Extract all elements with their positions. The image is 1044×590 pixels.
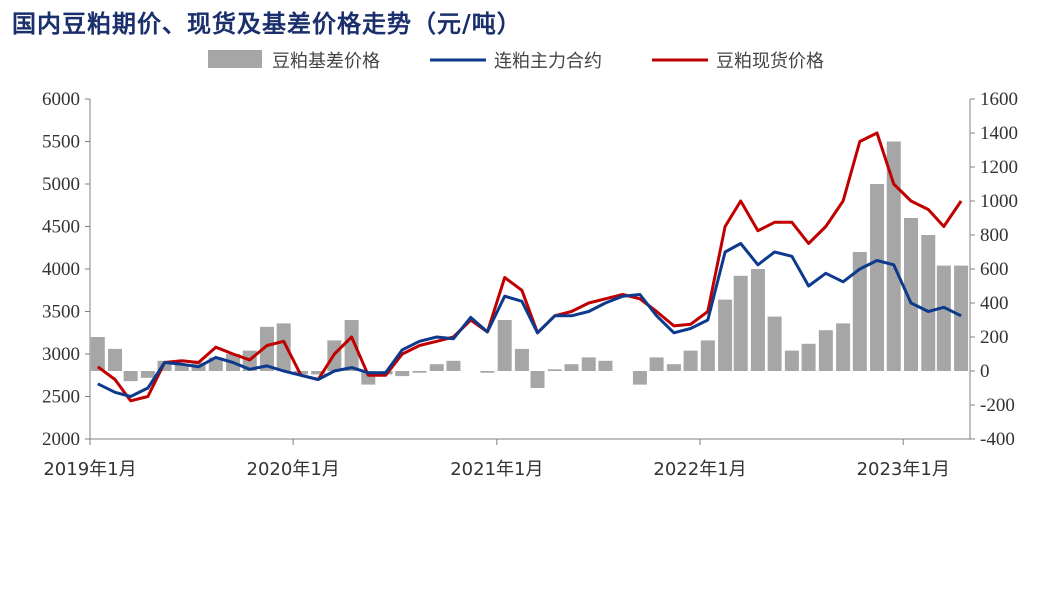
basis-bar bbox=[632, 371, 647, 385]
legend-label: 豆粕基差价格 bbox=[272, 51, 380, 72]
basis-bar bbox=[886, 141, 901, 371]
basis-bar bbox=[683, 350, 698, 371]
basis-bar bbox=[954, 265, 969, 371]
axes: 200025003000350040004500500055006000-400… bbox=[42, 89, 1018, 480]
basis-bar bbox=[140, 371, 155, 378]
futures-price-line bbox=[97, 242, 962, 398]
left-tick-label: 2000 bbox=[42, 429, 80, 450]
basis-bar bbox=[260, 326, 275, 371]
right-tick-label: -200 bbox=[980, 395, 1015, 416]
right-tick-label: 1600 bbox=[980, 89, 1018, 110]
basis-bar bbox=[530, 371, 545, 388]
series-lines bbox=[96, 131, 963, 403]
basis-bar bbox=[936, 265, 951, 371]
basis-bars bbox=[90, 141, 969, 388]
x-tick-label: 2020年1月 bbox=[247, 459, 340, 480]
basis-bar bbox=[870, 184, 885, 371]
basis-bar bbox=[767, 316, 782, 371]
basis-bar bbox=[750, 269, 765, 371]
basis-bar bbox=[818, 330, 833, 371]
basis-bar bbox=[547, 369, 562, 371]
basis-bar bbox=[311, 371, 326, 375]
left-tick-label: 3500 bbox=[42, 302, 80, 323]
basis-bar bbox=[649, 357, 664, 371]
basis-bar bbox=[564, 364, 579, 371]
basis-bar bbox=[666, 364, 681, 371]
basis-bar bbox=[174, 364, 189, 371]
legend-label: 连粕主力合约 bbox=[494, 51, 602, 72]
basis-bar bbox=[700, 340, 715, 371]
chart-title: 国内豆粕期价、现货及基差价格走势（元/吨） bbox=[12, 9, 522, 38]
left-tick-label: 4000 bbox=[42, 259, 80, 280]
right-tick-label: 800 bbox=[980, 225, 1009, 246]
basis-bar bbox=[90, 337, 105, 371]
left-tick-label: 3000 bbox=[42, 344, 80, 365]
basis-bar bbox=[446, 360, 461, 371]
basis-bar bbox=[123, 371, 138, 382]
basis-bar bbox=[412, 371, 427, 373]
right-tick-label: 0 bbox=[980, 361, 990, 382]
left-tick-label: 6000 bbox=[42, 89, 80, 110]
basis-bar bbox=[921, 235, 936, 371]
right-tick-label: 1400 bbox=[980, 123, 1018, 144]
basis-bar bbox=[836, 323, 851, 371]
legend: 豆粕基差价格 连粕主力合约 豆粕现货价格 bbox=[208, 50, 824, 72]
left-tick-label: 4500 bbox=[42, 217, 80, 238]
basis-bar bbox=[903, 218, 918, 371]
left-tick-label: 5000 bbox=[42, 174, 80, 195]
basis-bar bbox=[108, 348, 123, 371]
right-tick-label: 600 bbox=[980, 259, 1009, 280]
left-tick-label: 2500 bbox=[42, 387, 80, 408]
basis-bar bbox=[514, 348, 529, 371]
legend-label: 豆粕现货价格 bbox=[716, 51, 824, 72]
x-tick-label: 2021年1月 bbox=[450, 459, 543, 480]
basis-bar bbox=[497, 320, 512, 371]
basis-bar bbox=[784, 350, 799, 371]
right-tick-label: 200 bbox=[980, 327, 1009, 348]
basis-bar bbox=[395, 371, 410, 377]
basis-bar bbox=[733, 275, 748, 371]
basis-bar bbox=[276, 323, 291, 371]
x-tick-label: 2023年1月 bbox=[857, 459, 950, 480]
basis-bar bbox=[852, 252, 867, 371]
basis-bar bbox=[429, 364, 444, 371]
basis-bar bbox=[480, 371, 495, 373]
basis-bar bbox=[598, 360, 613, 371]
basis-bar bbox=[801, 343, 816, 371]
basis-bar bbox=[718, 299, 733, 371]
left-tick-label: 5500 bbox=[42, 132, 80, 153]
x-tick-label: 2022年1月 bbox=[653, 459, 746, 480]
basis-bar bbox=[581, 357, 596, 371]
spot-price-line bbox=[96, 131, 963, 403]
x-tick-label: 2019年1月 bbox=[43, 459, 136, 480]
right-tick-label: 1200 bbox=[980, 157, 1018, 178]
right-tick-label: 1000 bbox=[980, 191, 1018, 212]
basis-bar bbox=[344, 320, 359, 371]
right-tick-label: 400 bbox=[980, 293, 1009, 314]
legend-swatch-basis bbox=[208, 50, 262, 68]
right-tick-label: -400 bbox=[980, 429, 1015, 450]
